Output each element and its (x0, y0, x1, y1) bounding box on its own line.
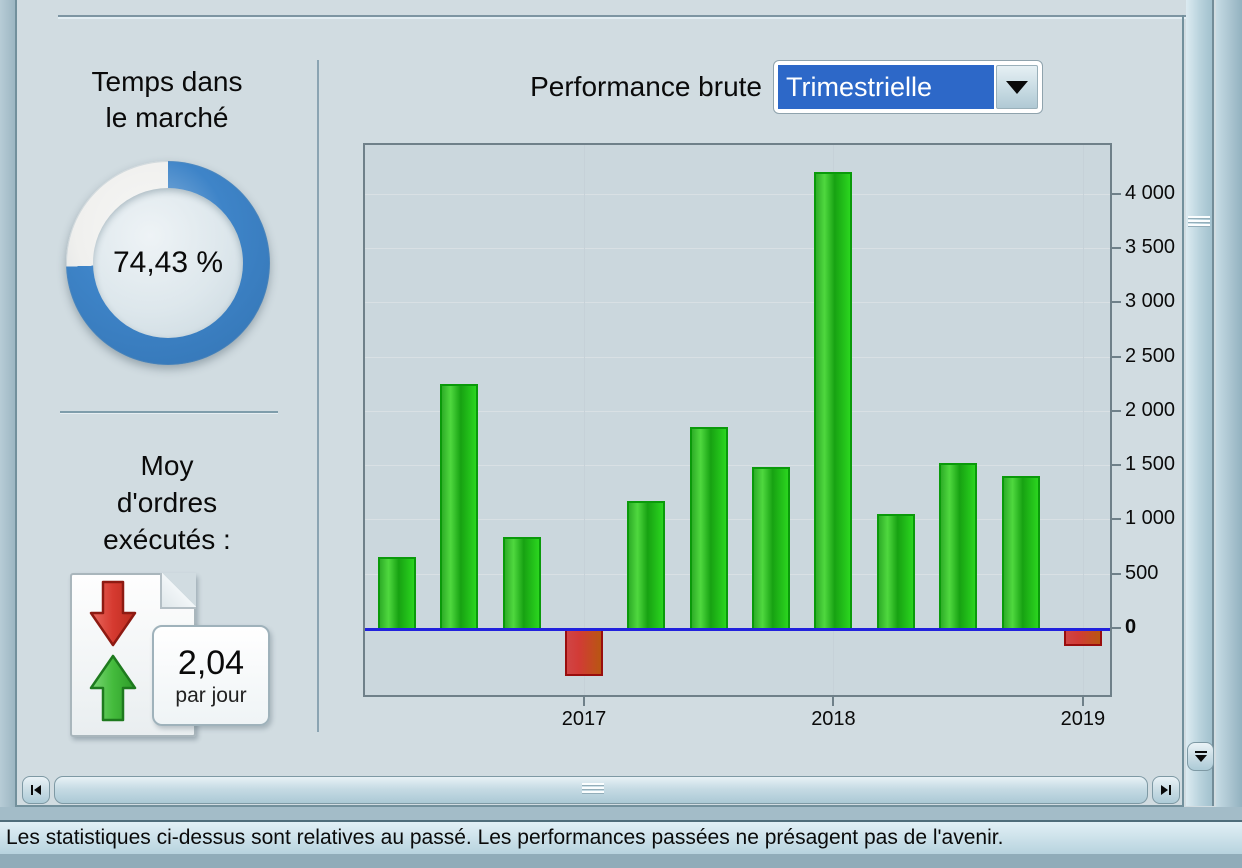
bar-negative (1064, 629, 1102, 646)
window-frame-right (1216, 0, 1242, 868)
orders-title-line3: exécutés : (103, 524, 231, 555)
gridline-horizontal (365, 519, 1110, 521)
gridline-vertical (1082, 145, 1084, 695)
orders-title-line2: d'ordres (116, 487, 218, 518)
bar-positive (690, 427, 728, 628)
y-axis-tick (1112, 246, 1121, 249)
gridline-horizontal (365, 302, 1110, 304)
panel-right-border (1182, 15, 1184, 806)
x-axis-label: 2019 (1060, 708, 1106, 730)
down-arrow-icon (89, 580, 137, 647)
hscroll-right-button[interactable] (1152, 776, 1180, 804)
x-axis-label: 2018 (811, 708, 856, 730)
y-axis-label: 2 500 (1125, 344, 1176, 367)
orders-per-day-badge: 2,04 par jour (152, 625, 270, 726)
orders-title: Moy d'ordres exécutés : (17, 447, 317, 558)
y-axis-tick (1112, 301, 1121, 304)
hscroll-left-button[interactable] (22, 776, 50, 804)
bottom-gap-strip (0, 807, 1242, 820)
y-axis-label: 500 (1125, 561, 1159, 584)
gridline-horizontal (365, 193, 1110, 195)
collapse-down-icon (1194, 750, 1207, 762)
top-separator-highlight (58, 17, 1186, 19)
x-axis-tick (832, 697, 835, 706)
gridline-horizontal (365, 410, 1110, 412)
bar-positive (627, 501, 665, 628)
x-axis-tick (583, 697, 586, 706)
vscroll-grip-icon (1188, 216, 1210, 226)
x-axis-label: 2017 (561, 708, 607, 730)
y-axis-tick (1112, 518, 1121, 521)
y-axis-tick (1112, 572, 1121, 575)
orders-per-day-unit: par jour (175, 683, 247, 707)
time-in-market-title-line2: le marché (105, 102, 229, 133)
time-in-market-donut-chart: 74,43 % (66, 161, 270, 365)
bar-positive (939, 463, 977, 628)
step-left-icon (31, 785, 41, 795)
gridline-horizontal (365, 356, 1110, 358)
vertical-panel-divider (317, 60, 319, 732)
y-axis-tick (1112, 192, 1121, 195)
bar-positive (440, 384, 478, 628)
y-axis-label: 0 (1125, 616, 1137, 638)
gridline-horizontal (365, 465, 1110, 467)
left-panel-divider (60, 411, 278, 413)
y-axis-label: 3 500 (1125, 235, 1176, 258)
hscroll-thumb[interactable] (54, 776, 1148, 804)
orders-per-day-value: 2,04 (177, 643, 245, 682)
bar-positive (378, 557, 416, 628)
y-axis-label: 1 000 (1125, 507, 1176, 530)
document-fold-corner-icon (160, 573, 196, 609)
time-in-market-title: Temps dans le marché (17, 64, 317, 136)
bar-positive (503, 537, 541, 628)
disclaimer-bar: Les statistiques ci-dessus sont relative… (0, 820, 1242, 856)
window-frame-left (0, 0, 17, 868)
time-in-market-title-line1: Temps dans (91, 66, 243, 97)
y-axis-tick (1112, 464, 1121, 467)
chevron-down-icon (1006, 80, 1028, 94)
bar-positive (752, 467, 790, 628)
x-axis-tick (1081, 697, 1084, 706)
y-axis-tick (1112, 355, 1121, 358)
gridline-horizontal (365, 573, 1110, 575)
zero-line (365, 628, 1110, 631)
plot-area (363, 143, 1112, 697)
bar-positive (1002, 476, 1040, 628)
performance-label: Performance brute (530, 71, 762, 102)
left-panel-divider-highlight (60, 413, 278, 414)
period-dropdown-button[interactable] (996, 65, 1038, 109)
orders-title-line1: Moy (140, 450, 194, 481)
time-in-market-value: 74,43 % (112, 246, 224, 279)
y-axis-label: 4 000 (1125, 181, 1176, 204)
y-axis-tick (1112, 409, 1121, 412)
performance-bar-chart: 0 500 1 000 1 500 2 000 2 500 3 000 3 500 4 000 2… (363, 143, 1175, 730)
gridline-horizontal (365, 247, 1110, 249)
gridline-vertical (584, 145, 586, 695)
top-separator (58, 15, 1186, 17)
period-dropdown[interactable]: Trimestrielle (773, 60, 1043, 114)
bar-negative (565, 629, 603, 676)
bar-positive (877, 514, 915, 628)
vscroll-down-button[interactable] (1187, 742, 1214, 771)
y-axis-tick (1112, 627, 1121, 629)
step-right-icon (1161, 785, 1171, 795)
hscroll-grip-icon (582, 783, 604, 793)
window-frame-bottom (0, 854, 1242, 868)
bar-positive (814, 172, 852, 628)
period-dropdown-value[interactable]: Trimestrielle (778, 65, 994, 109)
y-axis-label: 3 000 (1125, 290, 1176, 313)
vscroll-thumb[interactable] (1186, 0, 1214, 806)
y-axis-label: 1 500 (1125, 453, 1176, 476)
y-axis-label: 2 000 (1125, 398, 1176, 421)
up-arrow-icon (89, 654, 137, 722)
panel-bottom-border (17, 805, 1184, 807)
donut-hole: 74,43 % (93, 188, 243, 338)
